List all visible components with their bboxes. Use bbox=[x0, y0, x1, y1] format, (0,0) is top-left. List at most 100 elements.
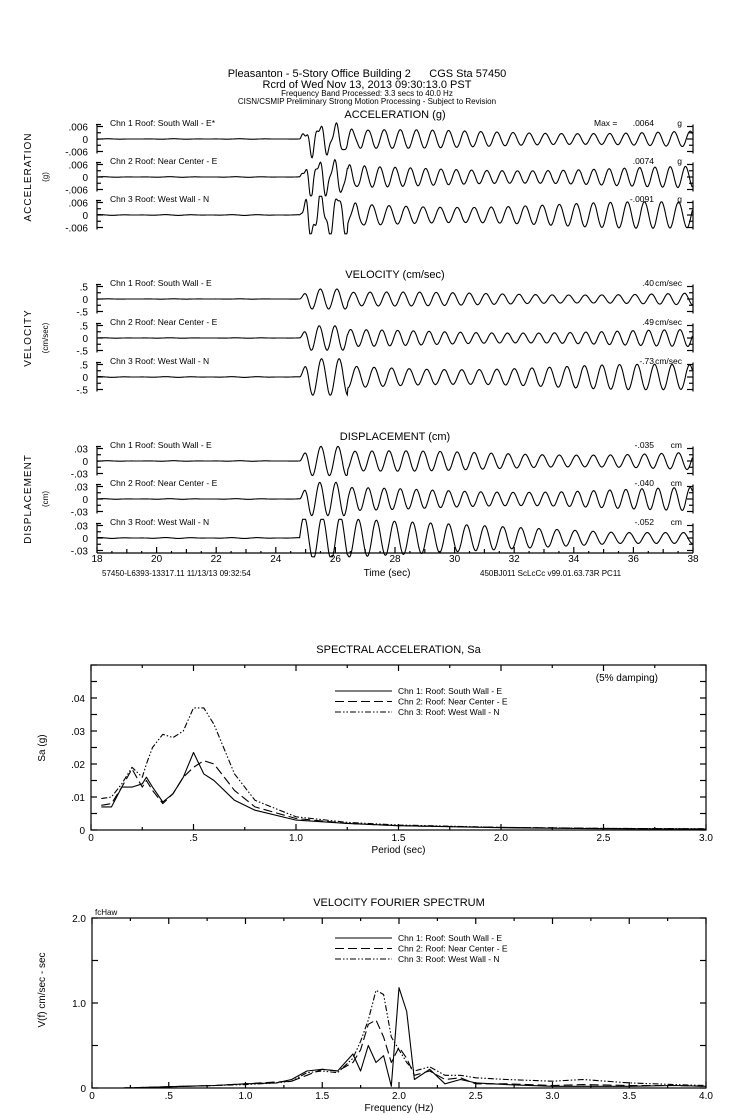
max-value: -.035 bbox=[635, 440, 655, 450]
x-tick-label: 18 bbox=[91, 554, 103, 565]
y-tick-label: -.5 bbox=[76, 308, 88, 319]
channel-label: Chn 3 Roof: West Wall - N bbox=[110, 194, 209, 204]
displacement-title: DISPLACEMENT (cm) bbox=[340, 431, 450, 443]
velocity-axis-label: VELOCITY bbox=[23, 309, 34, 366]
channel-label: Chn 1 Roof: South Wall - E* bbox=[110, 118, 216, 128]
y-tick-label: 0 bbox=[82, 373, 88, 384]
max-unit: cm bbox=[671, 478, 682, 488]
spectral-title: SPECTRAL ACCELERATION, Sa bbox=[316, 644, 481, 656]
x-tick-label: 3.0 bbox=[699, 833, 713, 844]
damping-note: (5% damping) bbox=[596, 673, 658, 684]
fourier-series-chn2 bbox=[122, 1019, 707, 1089]
spectral-y-axis-label: Sa (g) bbox=[37, 734, 48, 761]
fourier-x-axis-label: Frequency (Hz) bbox=[365, 1103, 434, 1114]
y-tick-label: -.03 bbox=[71, 547, 89, 558]
y-tick-label: 0 bbox=[82, 135, 88, 146]
y-tick-label: .03 bbox=[74, 483, 88, 494]
x-tick-label: 28 bbox=[389, 554, 401, 565]
y-tick-label: -.5 bbox=[76, 386, 88, 397]
displacement-unit-label: (cm) bbox=[41, 491, 50, 507]
y-tick-label: 0 bbox=[82, 495, 88, 506]
y-tick-label: -.03 bbox=[71, 470, 89, 481]
spectral-series-chn2 bbox=[101, 760, 707, 830]
displacement-trace-chn3 bbox=[97, 518, 693, 558]
x-tick-label: 2.5 bbox=[469, 1091, 483, 1102]
x-tick-label: 1.5 bbox=[392, 833, 406, 844]
y-tick-label: .006 bbox=[69, 123, 89, 134]
max-value: .0064 bbox=[633, 118, 655, 128]
x-tick-label: 2.5 bbox=[597, 833, 611, 844]
max-unit: g bbox=[677, 118, 682, 128]
y-tick-label: .006 bbox=[69, 199, 89, 210]
y-tick-label: .5 bbox=[80, 322, 89, 333]
y-tick-label: 0 bbox=[79, 826, 85, 837]
max-unit: g bbox=[677, 156, 682, 166]
acceleration-trace-chn3 bbox=[97, 195, 693, 235]
processing-note: CISN/CSMIP Preliminary Strong Motion Pro… bbox=[238, 97, 496, 106]
legend-label-chn2: Chn 2: Roof: Near Center - E bbox=[398, 697, 508, 707]
x-tick-label: 32 bbox=[509, 554, 521, 565]
fourier-series-chn1 bbox=[122, 987, 707, 1089]
x-tick-label: 20 bbox=[151, 554, 163, 565]
channel-label: Chn 2 Roof: Near Center - E bbox=[110, 317, 218, 327]
y-tick-label: .5 bbox=[80, 361, 89, 372]
y-tick-label: .02 bbox=[71, 760, 85, 771]
x-tick-label: 4.0 bbox=[699, 1091, 713, 1102]
x-tick-label: 2.0 bbox=[392, 1091, 406, 1102]
x-tick-label: 1.5 bbox=[315, 1091, 329, 1102]
velocity-title: VELOCITY (cm/sec) bbox=[345, 269, 444, 281]
fourier-title: VELOCITY FOURIER SPECTRUM bbox=[313, 897, 485, 909]
spectral-series-chn3 bbox=[101, 707, 707, 830]
max-unit: cm bbox=[671, 440, 682, 450]
y-tick-label: .03 bbox=[71, 727, 85, 738]
x-tick-label: 34 bbox=[568, 554, 580, 565]
velocity-trace-chn2 bbox=[97, 325, 693, 351]
y-tick-label: -.03 bbox=[71, 508, 89, 519]
displacement-axis-label: DISPLACEMENT bbox=[23, 454, 34, 544]
velocity-unit-label: (cm/sec) bbox=[41, 322, 50, 353]
x-tick-label: 36 bbox=[628, 554, 640, 565]
channel-label: Chn 3 Roof: West Wall - N bbox=[110, 517, 209, 527]
acceleration-unit-label: (g) bbox=[41, 172, 50, 182]
x-tick-label: 0 bbox=[89, 1091, 95, 1102]
max-value: -.73 bbox=[639, 356, 654, 366]
y-tick-label: -.006 bbox=[65, 148, 88, 159]
y-tick-label: .006 bbox=[69, 161, 89, 172]
x-tick-label: .5 bbox=[189, 833, 198, 844]
acceleration-trace-chn1 bbox=[97, 122, 693, 159]
max-value: -.0091 bbox=[630, 194, 654, 204]
y-tick-label: -.5 bbox=[76, 347, 88, 358]
max-unit: cm/sec bbox=[655, 356, 683, 366]
y-tick-label: .03 bbox=[74, 522, 88, 533]
y-tick-label: 1.0 bbox=[72, 999, 86, 1010]
y-tick-label: .5 bbox=[80, 283, 89, 294]
time-axis-label: Time (sec) bbox=[364, 568, 411, 579]
y-tick-label: 0 bbox=[82, 211, 88, 222]
record-id-footer: 57450-L6393-13317.11 11/13/13 09:32:54 bbox=[102, 569, 251, 578]
max-value: .0074 bbox=[633, 156, 655, 166]
y-tick-label: -.006 bbox=[65, 224, 88, 235]
y-tick-label: .01 bbox=[71, 793, 85, 804]
x-tick-label: 24 bbox=[270, 554, 282, 565]
y-tick-label: 0 bbox=[82, 334, 88, 345]
max-prefix: Max = bbox=[594, 118, 617, 128]
acceleration-trace-chn2 bbox=[97, 158, 693, 197]
x-tick-label: 38 bbox=[687, 554, 699, 565]
max-unit: g bbox=[677, 194, 682, 204]
frequency-band: Frequency Band Processed: 3.3 secs to 40… bbox=[281, 89, 453, 98]
x-tick-label: 1.0 bbox=[239, 1091, 253, 1102]
max-value: .40 bbox=[642, 278, 654, 288]
x-tick-label: 0 bbox=[88, 833, 94, 844]
legend-label-chn3: Chn 3: Roof: West Wall - N bbox=[398, 954, 500, 964]
legend-label-chn1: Chn 1: Roof: South Wall - E bbox=[398, 933, 502, 943]
y-tick-label: .04 bbox=[71, 694, 85, 705]
displacement-trace-chn1 bbox=[97, 445, 693, 477]
acceleration-axis-label: ACCELERATION bbox=[23, 132, 34, 221]
max-value: -.052 bbox=[635, 517, 655, 527]
channel-label: Chn 2 Roof: Near Center - E bbox=[110, 478, 218, 488]
spectral-series-chn1 bbox=[101, 751, 707, 830]
legend-label-chn3: Chn 3: Roof: West Wall - N bbox=[398, 707, 500, 717]
y-tick-label: 0 bbox=[82, 457, 88, 468]
max-unit: cm/sec bbox=[655, 278, 683, 288]
